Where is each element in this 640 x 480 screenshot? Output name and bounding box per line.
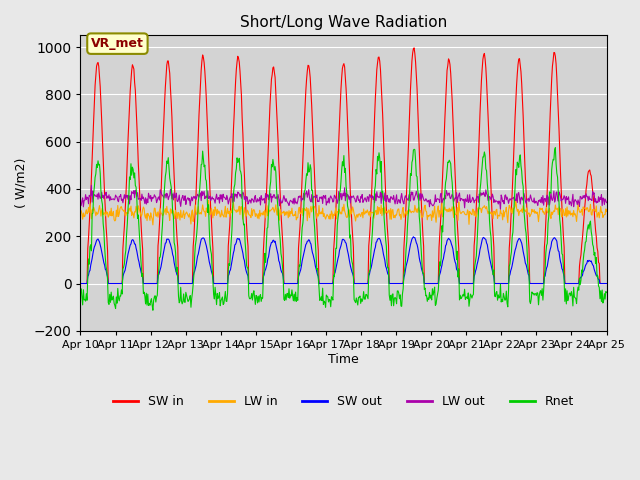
Legend: SW in, LW in, SW out, LW out, Rnet: SW in, LW in, SW out, LW out, Rnet: [108, 390, 579, 413]
LW out: [141, 201, 148, 206]
LW out: [603, 200, 611, 205]
LW in: [408, 209, 416, 215]
SW in: [194, 153, 202, 159]
SW in: [424, 281, 431, 287]
SW in: [410, 45, 418, 51]
LW out: [497, 206, 504, 212]
Text: VR_met: VR_met: [91, 37, 144, 50]
Y-axis label: ( W/m2): ( W/m2): [15, 158, 28, 208]
LW in: [86, 201, 94, 207]
LW out: [77, 203, 84, 209]
Rnet: [408, 159, 416, 165]
Rnet: [603, 289, 611, 295]
Rnet: [149, 307, 157, 313]
Line: LW in: LW in: [81, 200, 607, 225]
SW out: [424, 281, 431, 287]
SW in: [77, 281, 84, 287]
Rnet: [195, 200, 202, 205]
X-axis label: Time: Time: [328, 353, 359, 366]
SW out: [603, 281, 611, 287]
Line: Rnet: Rnet: [81, 148, 607, 310]
SW in: [603, 281, 611, 287]
Rnet: [424, 299, 431, 304]
Rnet: [140, 289, 148, 295]
SW out: [86, 268, 94, 274]
Title: Short/Long Wave Radiation: Short/Long Wave Radiation: [240, 15, 447, 30]
Rnet: [552, 145, 559, 151]
LW out: [408, 192, 416, 198]
LW in: [512, 197, 520, 203]
Rnet: [86, 244, 94, 250]
Line: LW out: LW out: [81, 185, 607, 209]
SW out: [221, 281, 229, 287]
SW in: [86, 210, 94, 216]
LW out: [88, 182, 95, 188]
SW out: [194, 253, 202, 259]
SW out: [140, 281, 148, 287]
LW in: [140, 205, 148, 211]
LW in: [603, 209, 611, 215]
SW in: [221, 281, 229, 287]
Rnet: [222, 298, 230, 304]
Line: SW in: SW in: [81, 48, 607, 284]
Line: SW out: SW out: [81, 237, 607, 284]
SW out: [410, 234, 417, 240]
LW out: [222, 197, 230, 203]
SW in: [407, 73, 415, 79]
LW in: [222, 214, 230, 220]
SW out: [407, 239, 415, 245]
LW in: [149, 222, 157, 228]
LW out: [86, 193, 94, 199]
SW out: [77, 281, 84, 287]
LW in: [195, 204, 202, 209]
LW in: [77, 210, 84, 216]
Rnet: [77, 288, 84, 293]
LW in: [424, 217, 431, 223]
LW out: [424, 199, 431, 205]
LW out: [195, 192, 202, 198]
SW in: [140, 281, 148, 287]
